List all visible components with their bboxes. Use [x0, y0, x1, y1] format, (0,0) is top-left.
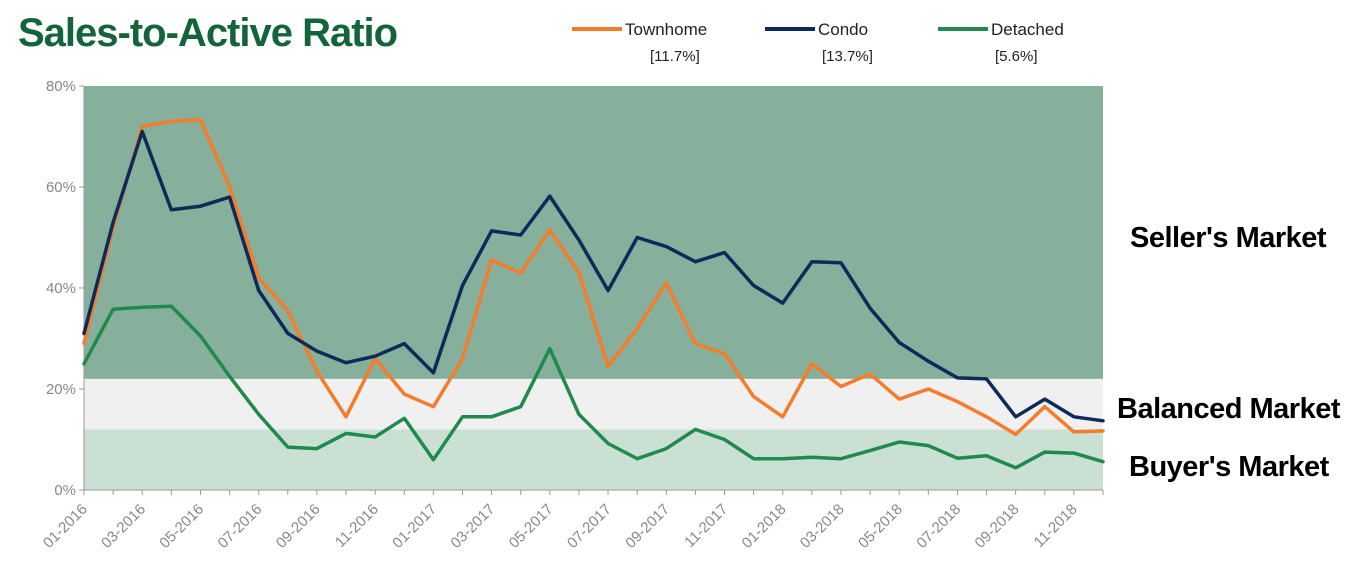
- zone-labels: Seller's Market Balanced Market Buyer's Ma…: [1117, 222, 1341, 483]
- zone-band: [84, 429, 1103, 490]
- y-tick-label: 0%: [54, 482, 76, 499]
- legend-value-condo: [13.7%]: [822, 48, 873, 65]
- zone-label-2: Buyer's Market: [1129, 451, 1330, 483]
- x-tick-label: 05-2016: [156, 501, 207, 552]
- y-tick-label: 20%: [46, 381, 76, 398]
- legend-label-detached: Detached: [991, 20, 1064, 39]
- x-tick-label: 03-2016: [98, 501, 149, 552]
- y-tick-label: 80%: [46, 78, 76, 95]
- chart-title: Sales-to-Active Ratio: [18, 11, 397, 55]
- legend-value-detached: [5.6%]: [995, 48, 1038, 65]
- legend-value-townhome: [11.7%]: [650, 48, 700, 65]
- legend-label-townhome: Townhome: [625, 20, 707, 39]
- x-tick-label: 03-2017: [447, 501, 498, 552]
- legend-label-condo: Condo: [818, 20, 868, 39]
- series-line-detached: [82, 304, 1105, 470]
- y-tick-label: 40%: [46, 280, 76, 297]
- x-tick-label: 01-2016: [40, 501, 91, 552]
- x-tick-label: 07-2017: [564, 501, 615, 552]
- x-tick-label: 07-2016: [215, 501, 266, 552]
- x-tick-label: 05-2017: [506, 501, 557, 552]
- x-tick-label: 01-2017: [389, 501, 440, 552]
- legend: Townhome [11.7%] Condo [13.7%] Detached [5.6%…: [572, 20, 1064, 65]
- x-tick-label: 09-2016: [273, 501, 324, 552]
- x-tick-label: 03-2018: [797, 501, 848, 552]
- zone-band: [84, 86, 1103, 379]
- x-tick-label: 05-2018: [855, 501, 906, 552]
- y-tick-label: 60%: [46, 179, 76, 196]
- zone-label-1: Balanced Market: [1117, 393, 1341, 425]
- series-line-townhome: [82, 118, 1105, 437]
- zone-band: [84, 378, 1103, 430]
- x-tick-label: 11-2017: [681, 501, 731, 551]
- x-tick-label: 01-2018: [739, 501, 790, 552]
- x-tick-label: 11-2018: [1031, 501, 1081, 551]
- x-tick-label: 09-2017: [622, 501, 673, 552]
- x-tick-label: 11-2016: [332, 501, 382, 551]
- series-lines: [82, 118, 1105, 470]
- x-tick-label: 07-2018: [913, 501, 964, 552]
- zone-label-0: Seller's Market: [1130, 222, 1327, 254]
- x-tick-label: 09-2018: [972, 501, 1023, 552]
- series-line-condo: [82, 129, 1105, 423]
- market-zones: [84, 86, 1103, 490]
